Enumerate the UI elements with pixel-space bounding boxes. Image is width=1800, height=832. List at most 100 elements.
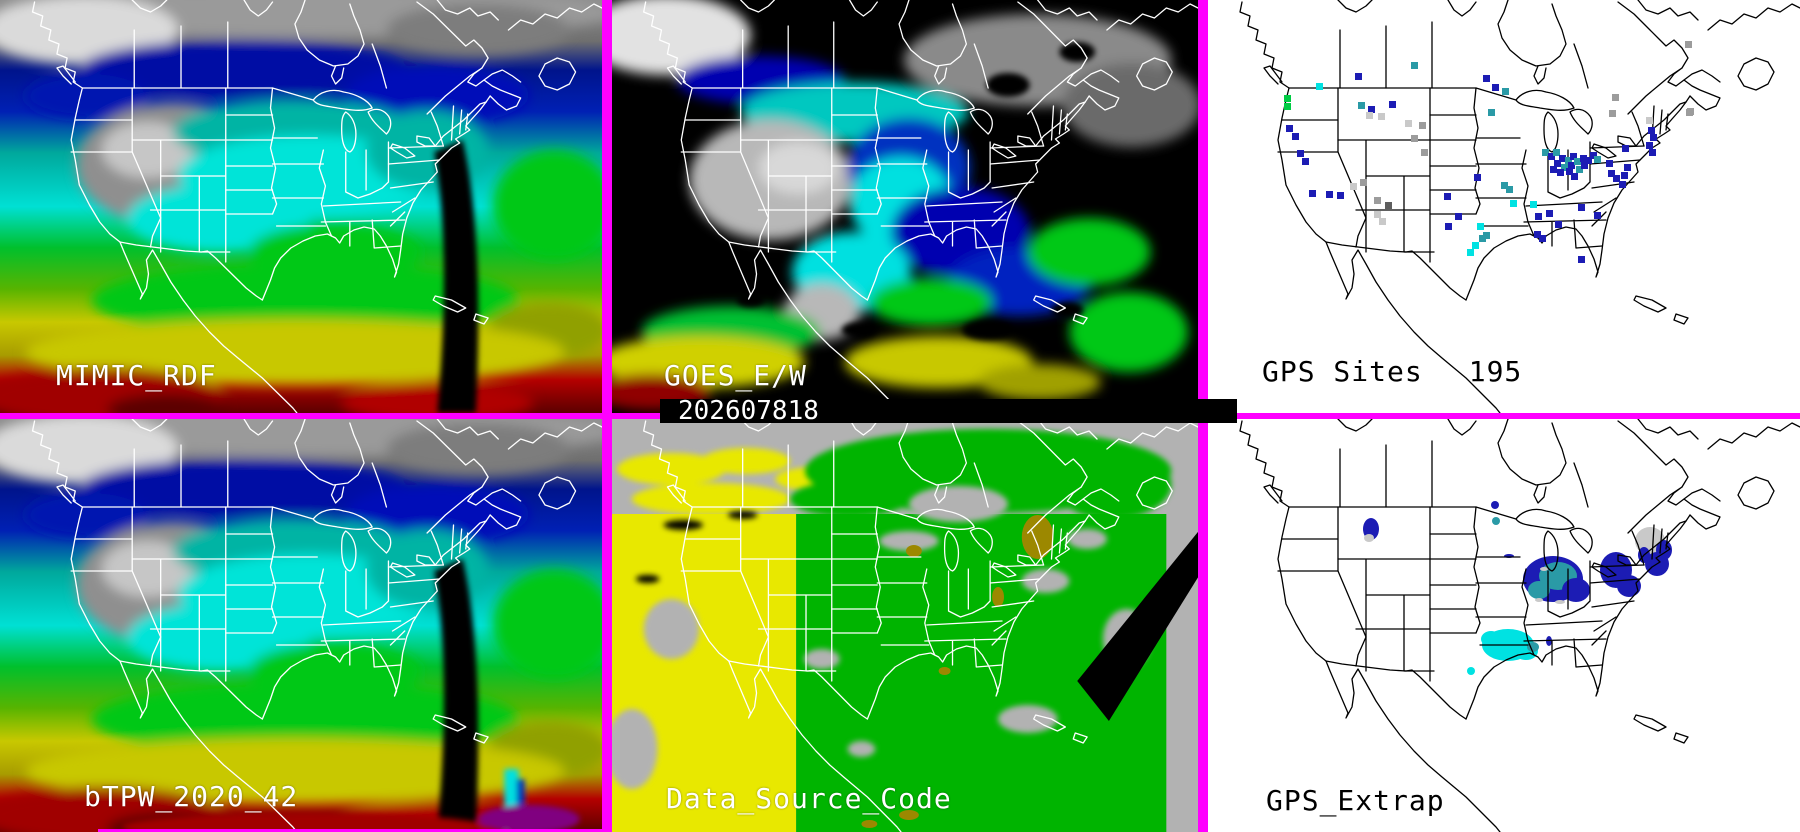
gps-site-dot (1535, 213, 1542, 220)
gps-site-dot (1542, 149, 1549, 156)
gps-site-dot (1492, 84, 1499, 91)
gps-site-dot (1648, 127, 1655, 134)
gps-site-dot (1650, 134, 1657, 141)
panel-btpw: bTPW_2020_42 (0, 419, 602, 832)
gps-site-dot (1501, 182, 1508, 189)
gps-site-dot (1366, 112, 1373, 119)
mimic-tpw-art (0, 0, 602, 413)
gps-site-dot (1326, 191, 1333, 198)
gps-site-dot (1568, 162, 1575, 169)
panel-goes-ew: GOES_E/W (612, 0, 1198, 413)
gps-site-dot (1284, 103, 1291, 110)
gps-site-dot (1570, 153, 1577, 160)
gps-site-dot (1594, 156, 1601, 163)
gps-site-dot (1472, 242, 1479, 249)
gps-site-dot (1550, 166, 1557, 173)
gps-sites-count: 195 (1468, 355, 1523, 388)
gps-site-dot (1581, 162, 1588, 169)
gps-site-dot (1612, 94, 1619, 101)
goes-ew-label: GOES_E/W (664, 359, 807, 392)
panel-data-source-code: Data_Source_Code (612, 419, 1198, 832)
gps-site-dot (1646, 142, 1653, 149)
gps-site-dot (1467, 249, 1474, 256)
gps-extrap-blob (1540, 567, 1548, 571)
gps-site-dot (1553, 149, 1560, 156)
gps-site-dot (1405, 120, 1412, 127)
gps-site-dot (1530, 201, 1537, 208)
gps-site-dot (1608, 170, 1615, 177)
gps-extrap-basemap (1208, 419, 1800, 832)
gps-site-dot (1687, 108, 1694, 115)
gps-site-dot (1385, 202, 1392, 209)
panel-gps-extrap: GPS_Extrap (1208, 419, 1800, 832)
gps-site-dot (1292, 133, 1299, 140)
gps-site-dot (1374, 211, 1381, 218)
gps-site-dot (1561, 164, 1568, 171)
gps-site-dot (1474, 174, 1481, 181)
gps-site-dot (1622, 145, 1629, 152)
gps-site-dot (1624, 164, 1631, 171)
gps-extrap-blob (1535, 598, 1543, 602)
gps-site-dot (1374, 197, 1381, 204)
gps-site-dot (1585, 157, 1592, 164)
gps-site-dot (1488, 109, 1495, 116)
gps-site-dot (1368, 106, 1375, 113)
gps-site-dot (1590, 152, 1597, 159)
gps-site-dot (1606, 160, 1613, 167)
gps-site-dot (1389, 101, 1396, 108)
gps-sites-label: GPS Sites 195 (1262, 358, 1522, 386)
gps-site-dot (1286, 125, 1293, 132)
gps-site-dot (1534, 231, 1541, 238)
gps-extrap-blob (1528, 581, 1550, 599)
gps-site-dot (1555, 221, 1562, 228)
gps-site-dot (1548, 153, 1555, 160)
gps-site-dot (1455, 213, 1462, 220)
data-source-code-label: Data_Source_Code (666, 782, 952, 815)
gps-extrap-blob (1481, 631, 1501, 647)
gps-extrap-blob (1467, 667, 1475, 675)
gps-site-dot (1565, 157, 1572, 164)
btpw-label: bTPW_2020_42 (84, 780, 299, 813)
gps-site-dot (1502, 88, 1509, 95)
gps-site-dot (1477, 223, 1484, 230)
gps-site-dot (1571, 173, 1578, 180)
gps-sites-basemap (1208, 0, 1800, 413)
gps-site-dot (1510, 200, 1517, 207)
gps-site-dot (1576, 166, 1583, 173)
gps-site-dot (1619, 181, 1626, 188)
gps-site-dot (1358, 102, 1365, 109)
gps-site-dot (1360, 179, 1367, 186)
gps-site-dot (1685, 41, 1692, 48)
btpw-art (0, 419, 602, 832)
gps-site-dot (1419, 122, 1426, 129)
panel-gps-sites: GPS Sites 195 (1208, 0, 1800, 413)
gps-site-dot (1379, 218, 1386, 225)
gps-site-dot (1609, 110, 1616, 117)
gps-site-dot (1337, 192, 1344, 199)
gps-site-dot (1559, 155, 1566, 162)
gps-site-dot (1378, 113, 1385, 120)
gps-site-dot (1578, 256, 1585, 263)
gps-site-dot (1483, 232, 1490, 239)
gps-site-dot (1444, 193, 1451, 200)
gps-site-dot (1539, 235, 1546, 242)
gps-extrap-blob (1555, 600, 1565, 604)
gps-site-dot (1284, 95, 1291, 102)
gps-site-dot (1580, 155, 1587, 162)
gps-site-dot (1546, 210, 1553, 217)
goes-ew-art (612, 0, 1198, 413)
gps-site-dot (1421, 149, 1428, 156)
bottom-divider-strip (98, 829, 612, 832)
gps-extrap-blob (1364, 534, 1374, 542)
gps-extrap-blob (1491, 501, 1499, 509)
gps-sites-label-text: GPS Sites (1262, 355, 1423, 388)
gps-site-dot (1445, 223, 1452, 230)
gps-site-dot (1649, 149, 1656, 156)
gps-site-dot (1621, 172, 1628, 179)
gps-site-dot (1578, 204, 1585, 211)
gps-extrap-label: GPS_Extrap (1266, 784, 1445, 817)
panel-mimic-rdf: MIMIC_RDF (0, 0, 602, 413)
gps-extrap-blob (1562, 578, 1590, 602)
gps-site-dot (1646, 117, 1653, 124)
